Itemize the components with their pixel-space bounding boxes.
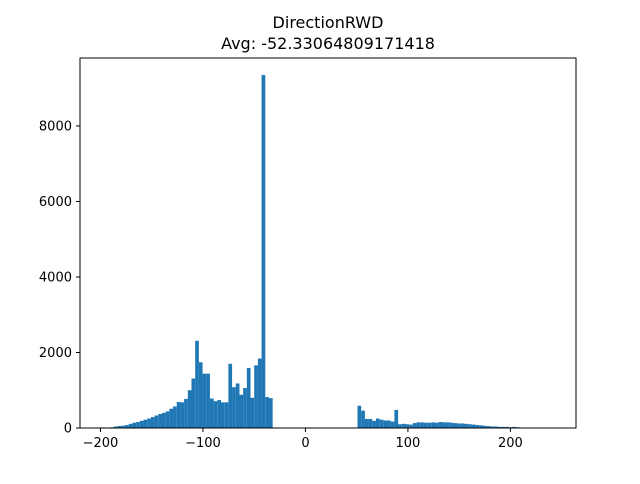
histogram-bar [180, 402, 184, 428]
histogram-bar [461, 423, 465, 428]
histogram-bar [225, 402, 229, 428]
histogram-bar [217, 400, 221, 428]
histogram-bar [129, 424, 133, 428]
histogram-bar [258, 359, 262, 428]
histogram-bar [162, 413, 166, 428]
histogram-bar [239, 395, 243, 428]
histogram-bar [465, 424, 469, 428]
histogram-bar [188, 390, 192, 428]
histogram-bar [428, 423, 432, 428]
histogram-bar [457, 423, 461, 428]
histogram-bar [372, 421, 376, 428]
histogram-bar [144, 420, 148, 428]
histogram-bar [262, 75, 266, 428]
histogram-bar [265, 397, 269, 428]
x-axis-ticks: −200 −100 0 100 200 [83, 428, 523, 451]
histogram-bar [413, 423, 417, 428]
x-tick-label: 0 [301, 436, 309, 451]
histogram-bar [402, 424, 406, 428]
histogram-bar [247, 368, 251, 428]
histogram-bar [203, 374, 207, 428]
histogram-bar [450, 423, 454, 428]
histogram-bar [243, 388, 247, 428]
histogram-bar [195, 341, 199, 428]
y-tick-label: 2000 [39, 346, 72, 361]
histogram-bar [169, 409, 173, 428]
histogram-bar [417, 422, 421, 428]
histogram-bar [147, 419, 151, 428]
histogram-bar [394, 410, 398, 428]
y-tick-label: 4000 [39, 270, 72, 285]
histogram-bar [228, 364, 232, 428]
histogram-bar [376, 419, 380, 428]
histogram-bar [387, 420, 391, 428]
chart-subtitle: Avg: -52.33064809171418 [221, 34, 435, 53]
histogram-bar [361, 411, 365, 428]
histogram-bar [358, 406, 362, 428]
x-tick-label: 100 [396, 436, 421, 451]
histogram-bar [442, 422, 446, 428]
histogram-bar [151, 417, 155, 428]
plot-frame [80, 58, 576, 428]
y-tick-label: 8000 [39, 119, 72, 134]
x-tick-label: −100 [185, 436, 221, 451]
histogram-bar [155, 416, 159, 428]
histogram-bar [184, 399, 188, 428]
histogram-bar [409, 425, 413, 428]
x-tick-label: −200 [83, 436, 119, 451]
histogram-bar [221, 402, 225, 428]
histogram-bar [199, 362, 203, 428]
histogram-bar [254, 365, 258, 428]
histogram-bar [431, 422, 435, 428]
histogram-bar [365, 419, 369, 428]
bars-group [107, 75, 572, 428]
histogram-bar [435, 423, 439, 428]
histogram-bar [453, 423, 457, 428]
histogram-bar [177, 402, 181, 428]
y-axis-ticks: 0 2000 4000 6000 8000 [39, 119, 80, 436]
histogram-bar [383, 420, 387, 428]
histogram-bar [446, 422, 450, 428]
histogram-bar [472, 425, 476, 428]
histogram-bar [232, 387, 236, 428]
histogram-bar [173, 406, 177, 428]
histogram-bar [158, 414, 162, 428]
histogram-bar [136, 422, 140, 428]
histogram-bar [369, 419, 373, 428]
histogram-bar [420, 422, 424, 428]
histogram-bar [468, 424, 472, 428]
x-tick-label: 200 [498, 436, 523, 451]
chart-title: DirectionRWD [273, 13, 384, 32]
histogram-bar [206, 374, 210, 428]
histogram-bar [140, 421, 144, 428]
histogram-bar [405, 424, 409, 428]
histogram-bar [269, 398, 273, 428]
histogram-bar [424, 423, 428, 428]
histogram-bar [380, 420, 384, 428]
histogram-bar [398, 424, 402, 428]
y-tick-label: 6000 [39, 195, 72, 210]
histogram-bar [236, 383, 240, 428]
histogram-bar [391, 422, 395, 428]
histogram-bar [214, 401, 218, 428]
histogram-bar [210, 399, 214, 428]
histogram-bar [251, 398, 255, 428]
y-tick-label: 0 [64, 422, 72, 437]
histogram-bar [166, 411, 170, 428]
histogram-bar [439, 422, 443, 428]
histogram-bar [132, 423, 136, 428]
histogram-bar [192, 379, 196, 428]
